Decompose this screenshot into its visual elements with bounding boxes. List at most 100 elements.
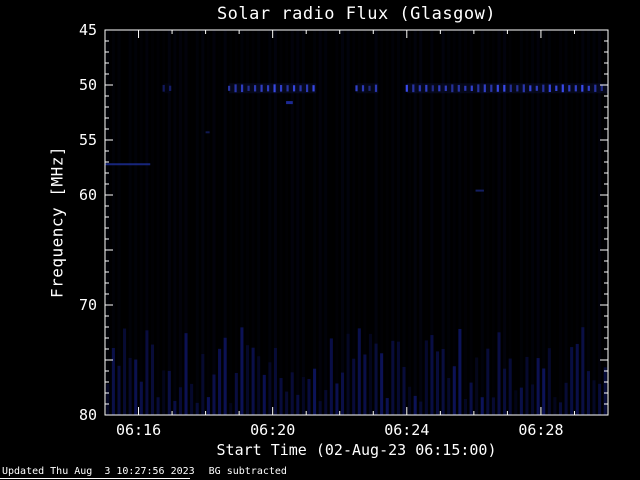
x-tick-label: 06:16 [116, 421, 161, 439]
noise-stripe [368, 333, 373, 415]
noise-stripe-faint [592, 30, 596, 415]
noise-stripe-faint [157, 30, 160, 415]
noise-stripe-faint [190, 30, 193, 415]
noise-stripe [380, 353, 384, 415]
noise-stripe-faint [391, 30, 394, 415]
noise-stripe-faint [380, 30, 383, 415]
noise-stripe [581, 327, 585, 415]
noise-stripe [111, 347, 115, 415]
noise-stripe [262, 374, 266, 415]
noise-stripe-faint [430, 30, 434, 415]
noise-stripe-faint [352, 30, 355, 415]
noise-stripe [178, 387, 182, 415]
noise-stripe [329, 338, 333, 415]
footer-underline [0, 478, 190, 479]
x-tick-label: 06:20 [250, 421, 295, 439]
noise-stripe [340, 372, 345, 415]
burst-glow [406, 83, 608, 94]
noise-stripe [162, 370, 166, 415]
noise-stripe-faint [318, 30, 322, 415]
noise-stripe-faint [123, 30, 126, 415]
noise-stripe [128, 357, 132, 415]
x-tick-label: 06:24 [384, 421, 429, 439]
y-tick-label: 55 [79, 131, 97, 149]
noise-stripe-faint [196, 30, 199, 415]
noise-stripe-faint [330, 30, 333, 415]
noise-stripe-faint [140, 30, 143, 415]
noise-stripe-faint [145, 30, 149, 415]
noise-stripe-faint [480, 30, 484, 415]
noise-stripe [268, 362, 272, 415]
noise-stripe [212, 374, 216, 415]
noise-stripe-faint [173, 30, 177, 415]
noise-stripe-faint [223, 30, 227, 415]
noise-stripe-faint [178, 30, 182, 415]
noise-stripe [430, 335, 434, 415]
noise-stripe [575, 343, 579, 415]
noise-stripe [301, 377, 305, 415]
noise-stripe [145, 330, 149, 415]
noise-stripe-faint [112, 30, 115, 415]
noise-stripe [385, 398, 389, 415]
noise-stripe-faint [441, 30, 445, 415]
noise-stripe-faint [536, 30, 540, 415]
noise-stripe-faint [207, 30, 210, 415]
noise-stripe-faint [296, 30, 300, 415]
noise-stripe [318, 401, 322, 415]
noise-stripe [117, 365, 121, 415]
burst-glow [163, 83, 171, 94]
noise-stripe [491, 397, 495, 415]
updated-timestamp: Updated Thu Aug 3 10:27:56 2023 [2, 466, 195, 477]
noise-stripe [201, 354, 205, 415]
noise-stripe [592, 380, 596, 415]
noise-stripe-faint [397, 30, 400, 415]
noise-stripe [139, 381, 143, 415]
noise-stripe [357, 328, 361, 415]
noise-stripe-faint [598, 30, 602, 415]
noise-stripe [190, 383, 194, 415]
noise-stripe-faint [218, 30, 221, 415]
noise-stripe [363, 354, 367, 415]
noise-stripe-faint [212, 30, 216, 415]
noise-stripe-faint [386, 30, 389, 415]
noise-stripe [396, 341, 400, 415]
noise-stripe [475, 357, 479, 415]
noise-stripe [553, 397, 557, 415]
noise-stripe [352, 358, 356, 415]
noise-stripe [536, 358, 540, 415]
x-axis-label: Start Time (02-Aug-23 06:15:00) [216, 441, 497, 459]
burst-glow [356, 83, 379, 94]
noise-stripe [508, 358, 512, 415]
noise-stripe [374, 343, 378, 415]
noise-stripe [486, 348, 490, 415]
noise-stripe [436, 351, 440, 415]
noise-stripe-faint [413, 30, 417, 415]
noise-stripe [245, 345, 250, 415]
noise-stripe [218, 348, 222, 415]
noise-stripe [240, 327, 244, 415]
noise-stripe-faint [503, 30, 507, 415]
noise-stripe [173, 400, 177, 415]
noise-stripe [558, 402, 563, 415]
noise-stripe [251, 347, 255, 415]
noise-stripe [542, 368, 546, 415]
footer: Updated Thu Aug 3 10:27:56 2023 BG subtra… [2, 466, 287, 477]
noise-stripe-faint [167, 30, 171, 415]
noise-stripe [525, 356, 529, 415]
noise-stripe [424, 340, 428, 415]
noise-stripe-faint [419, 30, 423, 415]
noise-stripe [503, 368, 507, 415]
noise-stripe [413, 395, 417, 415]
noise-stripe [307, 378, 311, 415]
noise-stripe [106, 383, 110, 415]
noise-stripe [570, 347, 574, 415]
noise-stripe [257, 356, 261, 415]
noise-stripe [497, 332, 501, 415]
noise-stripe-faint [346, 30, 350, 415]
noise-stripe [273, 347, 277, 415]
noise-stripe [290, 372, 294, 415]
noise-stripe [603, 367, 607, 415]
noise-stripe [324, 390, 328, 415]
noise-stripe [598, 383, 602, 415]
